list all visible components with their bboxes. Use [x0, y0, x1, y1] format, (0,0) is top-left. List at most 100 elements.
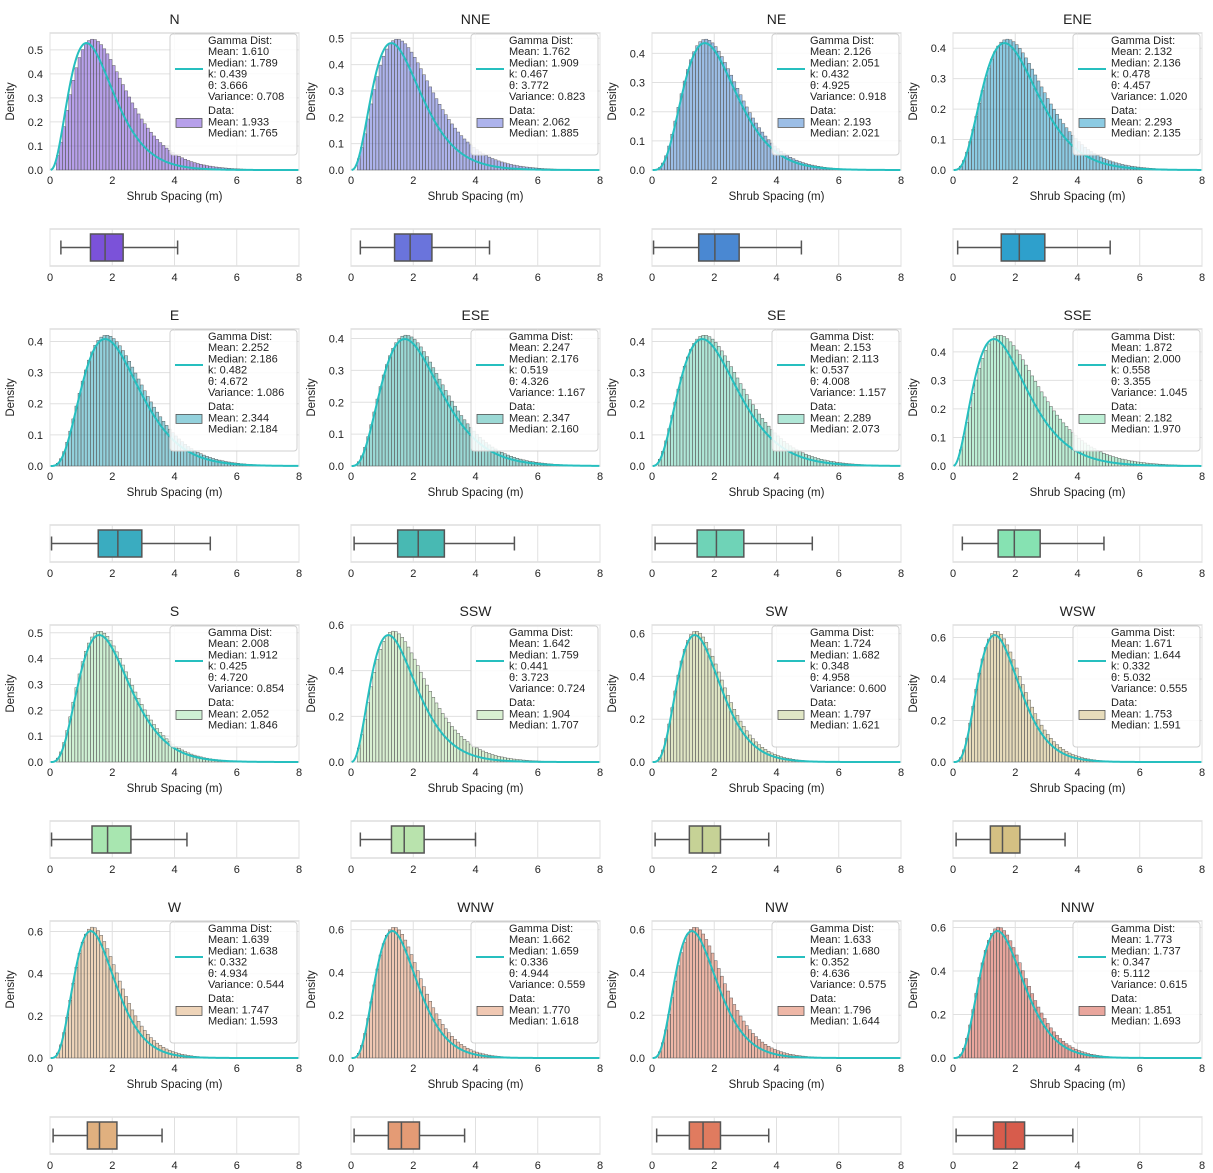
- histogram-bar: [422, 678, 426, 763]
- y-tick-label: 0.3: [931, 375, 946, 387]
- box-iqr: [697, 233, 740, 262]
- y-tick-label: 0.3: [329, 86, 344, 98]
- x-tick-label: 2: [109, 1063, 115, 1075]
- y-tick-label: 0.1: [329, 429, 344, 441]
- legend-gamma-line: Median: 1.682: [810, 649, 880, 661]
- histogram-bar: [366, 702, 370, 763]
- histogram-bar: [1015, 44, 1019, 171]
- histogram-bar: [1046, 401, 1050, 467]
- histogram-bar: [738, 1015, 743, 1059]
- histogram-bar: [1011, 41, 1016, 171]
- histogram-bar: [118, 77, 122, 171]
- boxplot-tick-label: 6: [836, 1160, 842, 1172]
- y-tick-label: 0.2: [630, 714, 645, 726]
- x-tick-label: 6: [836, 175, 842, 187]
- y-tick-label: 0.1: [28, 731, 43, 743]
- y-tick-label: 0.0: [931, 1053, 946, 1065]
- y-tick-label: 0.2: [329, 397, 344, 409]
- gamma-fit-line: [652, 930, 901, 1059]
- histogram-bar: [707, 648, 712, 763]
- histogram-bar: [372, 89, 376, 171]
- boxplot-tick-label: 2: [109, 1160, 115, 1172]
- histogram-bar: [1061, 749, 1066, 763]
- histogram-bar: [437, 708, 442, 763]
- x-axis-label: Shrub Spacing (m): [127, 191, 223, 203]
- histogram-bar: [127, 678, 131, 763]
- legend-gamma-line: Gamma Dist:: [208, 923, 272, 935]
- histogram-bar: [196, 451, 200, 467]
- histogram-bar: [419, 68, 423, 171]
- histogram-bar: [74, 966, 79, 1059]
- x-axis-label: Shrub Spacing (m): [729, 487, 825, 499]
- boxplot-tick-label: 2: [711, 568, 717, 580]
- boxplot-tick-label: 4: [171, 864, 177, 876]
- histogram-bar: [996, 45, 1000, 171]
- histogram-bar: [133, 108, 138, 171]
- legend-gamma-line: Median: 1.789: [208, 57, 278, 69]
- x-axis-label: Shrub Spacing (m): [428, 191, 524, 203]
- boxplot-tick-label: 4: [171, 568, 177, 580]
- x-tick-label: 4: [171, 471, 177, 483]
- histogram-bar: [1052, 109, 1056, 171]
- boxplot-tick-label: 0: [47, 272, 53, 284]
- histogram-bar: [1008, 940, 1013, 1059]
- box-iqr: [696, 529, 745, 558]
- y-tick-label: 0.2: [28, 399, 43, 411]
- histogram-bar: [714, 342, 718, 467]
- gamma-fit-line: [351, 930, 600, 1059]
- x-tick-label: 6: [234, 1063, 240, 1075]
- histogram-bar: [385, 935, 389, 1059]
- histogram-bar: [698, 41, 702, 171]
- histogram-bar: [682, 941, 687, 1059]
- legend-gamma-line: θ: 3.723: [509, 672, 549, 684]
- x-tick-label: 2: [410, 471, 416, 483]
- legend-gamma-line: Mean: 2.126: [810, 46, 871, 58]
- histogram-bar: [760, 747, 765, 763]
- histogram-bar: [403, 939, 408, 1059]
- histogram-bar: [400, 335, 404, 467]
- boxplot-tick-label: 8: [898, 568, 904, 580]
- histogram-bar: [96, 631, 100, 763]
- x-tick-label: 6: [535, 767, 541, 779]
- legend-gamma-line: Median: 2.113: [810, 353, 879, 365]
- x-tick-label: 8: [296, 1063, 302, 1075]
- histogram-bar: [447, 1032, 451, 1059]
- legend-data-line: Data:: [208, 993, 234, 1005]
- boxplot-tick-label: 8: [898, 272, 904, 284]
- legend-gamma-line: Mean: 2.247: [509, 342, 570, 354]
- legend-data-line: Mean: 1.796: [810, 1004, 871, 1016]
- boxplot-tick-label: 6: [535, 272, 541, 284]
- histogram-bar: [1058, 746, 1062, 763]
- histogram-bar: [80, 941, 85, 1059]
- histogram-bar: [444, 114, 448, 171]
- histogram-bar: [124, 355, 128, 467]
- histogram-bar: [980, 90, 985, 171]
- histogram-bar: [192, 450, 197, 467]
- histogram-bar: [413, 57, 417, 171]
- histogram-bar: [1049, 406, 1053, 467]
- legend-gamma-line: Median: 2.186: [208, 353, 278, 365]
- histogram-bar: [1005, 338, 1010, 467]
- histogram-bar: [1008, 651, 1013, 763]
- legend-gamma-line: Variance: 0.600: [810, 683, 886, 695]
- histogram-bar: [729, 997, 733, 1059]
- legend-data-line: Data:: [810, 401, 836, 413]
- x-tick-label: 0: [950, 1063, 956, 1075]
- legend-data-line: Mean: 2.062: [509, 116, 570, 128]
- x-axis-label: Shrub Spacing (m): [729, 783, 825, 795]
- boxplot-axes: 0 2 4 6 8: [47, 1116, 302, 1172]
- histogram-bar: [1052, 741, 1056, 763]
- legend-gamma-line: Gamma Dist:: [208, 627, 272, 639]
- legend-gamma-line: k: 0.467: [509, 69, 548, 81]
- histogram-bar: [475, 747, 479, 763]
- histogram-bar: [512, 457, 516, 467]
- legend-data-line: Data:: [1111, 401, 1137, 413]
- legend-data-line: Mean: 2.289: [810, 412, 871, 424]
- boxplot-tick-label: 2: [410, 272, 416, 284]
- histogram-bar: [1027, 370, 1031, 467]
- histogram-bar: [431, 92, 436, 171]
- histogram-bar: [977, 977, 982, 1059]
- histogram-bar: [481, 153, 485, 171]
- histogram-bar: [996, 926, 1000, 1059]
